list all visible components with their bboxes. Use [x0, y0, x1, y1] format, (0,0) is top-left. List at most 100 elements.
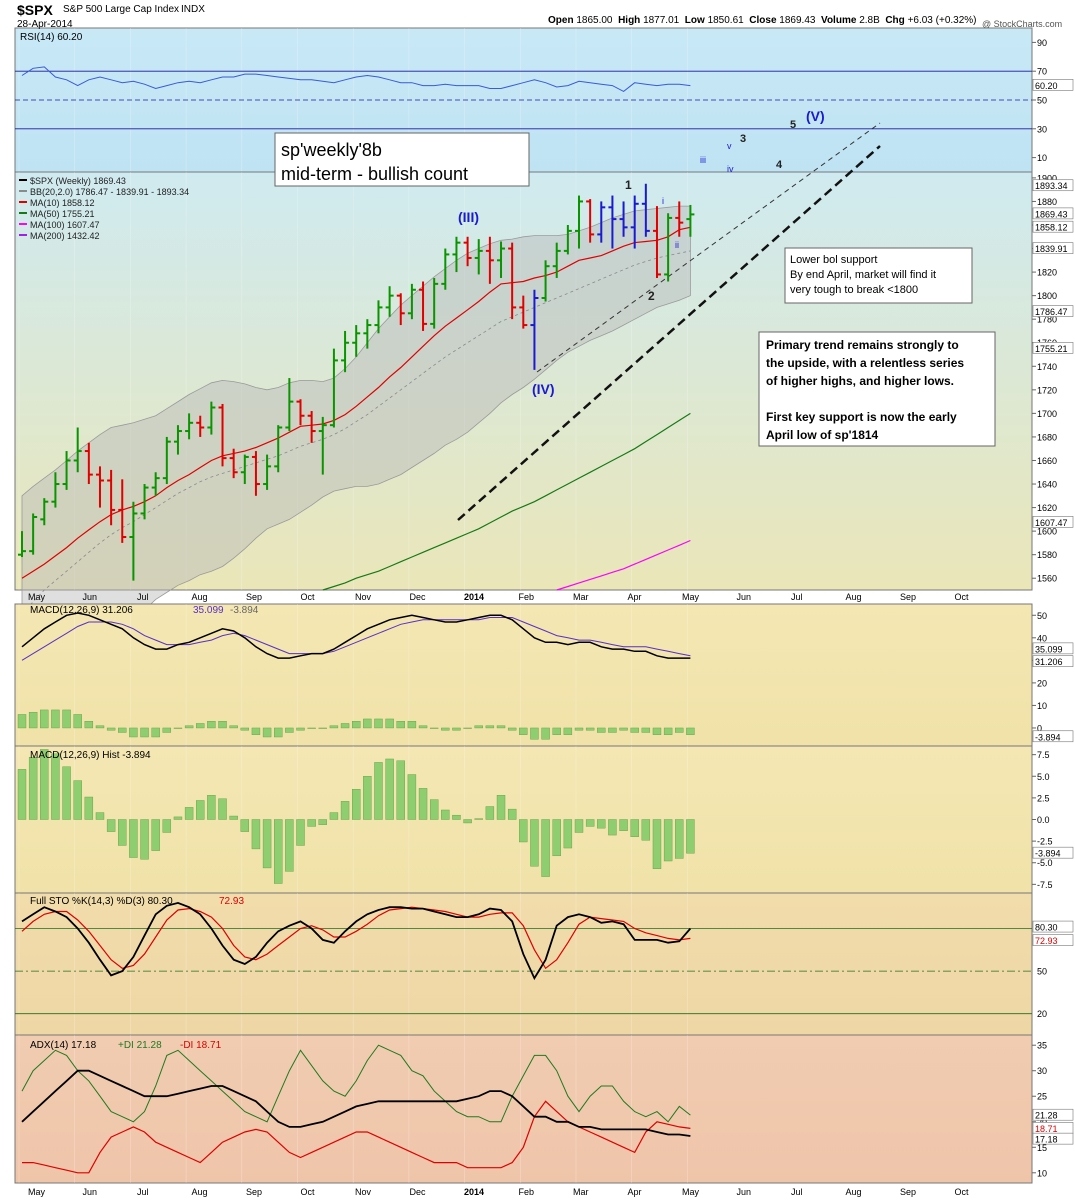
- y-tick-label: 70: [1037, 67, 1047, 77]
- x-axis-label: Mar: [573, 592, 589, 602]
- wave-label: (V): [806, 108, 825, 124]
- bol-note: Lower bol support By end April, market wi…: [784, 247, 973, 304]
- close-label: Close: [749, 15, 777, 26]
- y-tick-label: 1700: [1037, 409, 1057, 419]
- y-tick-label: 0: [1037, 723, 1042, 733]
- hist-bar: [552, 819, 561, 857]
- hist-bar: [118, 819, 127, 846]
- macd-hist-bar: [474, 725, 483, 729]
- x-axis-label-bottom: Dec: [410, 1187, 427, 1197]
- price-bar: [563, 224, 572, 255]
- price-bar: [608, 195, 617, 249]
- hist-bar: [563, 819, 573, 849]
- macd-hist-bar: [340, 723, 350, 729]
- y-tick-label: -7.5: [1037, 880, 1053, 890]
- macd-hist-bar: [363, 718, 372, 729]
- macd-hist-bar: [452, 727, 461, 731]
- x-axis-label: Feb: [519, 592, 535, 602]
- macd-hist-bar: [218, 721, 227, 729]
- trend-note: Primary trend remains strongly to the ups…: [758, 331, 996, 447]
- x-axis-label: Jul: [137, 592, 149, 602]
- price-legend-item: MA(200) 1432.42: [30, 231, 100, 241]
- price-bar: [508, 242, 517, 320]
- chart-header: $SPX S&P 500 Large Cap Index INDX 28-Apr…: [0, 0, 1075, 32]
- macd-hist-bar: [463, 727, 472, 729]
- bol-note-box: [784, 247, 973, 304]
- hist-bar: [84, 796, 94, 820]
- ma100-line: [556, 539, 691, 591]
- title-line: sp'weekly'8b: [281, 140, 382, 160]
- price-bar: [251, 451, 260, 496]
- wave-label: ii: [675, 240, 679, 250]
- hist-bar: [574, 819, 584, 833]
- price-bar: [274, 425, 283, 473]
- adx-legend-plus: +DI 21.28: [118, 1040, 162, 1051]
- macd-hist-bar: [374, 718, 383, 729]
- hist-bar: [318, 819, 327, 825]
- rsi-last-label-box: [1032, 79, 1074, 91]
- price-value-label-box: [1032, 342, 1074, 354]
- sto-k-line: [21, 901, 692, 981]
- hist-bar: [207, 795, 216, 820]
- trend-note-line: First key support is now the early: [766, 410, 957, 424]
- price-value-label: 1869.43: [1035, 209, 1068, 219]
- macd-legend: MACD(12,26,9) 31.206: [30, 605, 133, 616]
- wave-label: (IV): [532, 381, 555, 397]
- price-bar: [686, 204, 695, 237]
- high-value: 1877.01: [643, 15, 680, 26]
- hist-bar: [352, 789, 361, 820]
- x-axis-label-bottom: Oct: [301, 1187, 316, 1197]
- macd-hist-bar: [17, 714, 27, 729]
- trendline-lower: [457, 145, 881, 521]
- hist-bar: [597, 819, 606, 829]
- y-tick-label: 1900: [1037, 173, 1057, 183]
- low-label: Low: [684, 15, 705, 26]
- price-legend-item: MA(10) 1858.12: [30, 198, 95, 208]
- high-label: High: [618, 15, 641, 26]
- price-bar: [173, 425, 182, 455]
- price-bar: [396, 293, 405, 326]
- trend-note-box: [758, 331, 996, 447]
- y-tick-label: 25: [1037, 1092, 1047, 1102]
- price-bar: [652, 206, 661, 278]
- y-tick-label: 15: [1037, 1143, 1047, 1153]
- hist-bar: [652, 819, 662, 869]
- y-tick-label: 0.0: [1037, 815, 1050, 825]
- price-bar: [474, 239, 483, 275]
- price-legend-item: MA(50) 1755.21: [30, 209, 95, 219]
- hist-bar: [62, 766, 71, 820]
- y-tick-label: 1600: [1037, 527, 1057, 537]
- hist-legend: MACD(12,26,9) Hist -3.894: [30, 750, 151, 761]
- price-bar: [597, 201, 606, 243]
- x-axis-label: May: [28, 592, 46, 602]
- macd-hist-bar: [585, 727, 595, 731]
- y-tick-label: 50: [1037, 967, 1047, 977]
- panel-background: [14, 603, 1033, 747]
- sto-legend-d: 72.93: [219, 896, 244, 907]
- hist-bar: [184, 807, 194, 820]
- macd-hist-bar: [552, 727, 561, 735]
- hist-bar: [363, 776, 372, 820]
- price-legend-item: BB(20,2.0) 1786.47 - 1839.91 - 1893.34: [30, 187, 189, 197]
- sto-value-label-box: [1032, 934, 1074, 946]
- legend-swatch: [19, 179, 27, 181]
- y-tick-label: 1660: [1037, 456, 1057, 466]
- macd-hist-bar: [184, 725, 194, 729]
- hist-bar: [296, 819, 305, 846]
- macd-hist-bar: [541, 727, 550, 740]
- x-axis-label-bottom: Oct: [955, 1187, 970, 1197]
- hist-bar: [240, 819, 250, 832]
- macd-hist-bar: [73, 714, 82, 729]
- hist-bar: [641, 819, 651, 841]
- price-bar: [162, 436, 171, 485]
- x-axis-label: Jun: [83, 592, 98, 602]
- price-bar: [207, 401, 216, 435]
- price-bar: [463, 236, 472, 267]
- hist-bar: [541, 819, 550, 877]
- bol-note-line: By end April, market will find it: [790, 269, 936, 281]
- y-tick-label: 1640: [1037, 480, 1057, 490]
- x-axis-label-bottom: 2014: [464, 1187, 484, 1197]
- price-bar: [140, 484, 149, 520]
- price-value-label: 1839.91: [1035, 244, 1068, 254]
- price-bar: [619, 201, 628, 237]
